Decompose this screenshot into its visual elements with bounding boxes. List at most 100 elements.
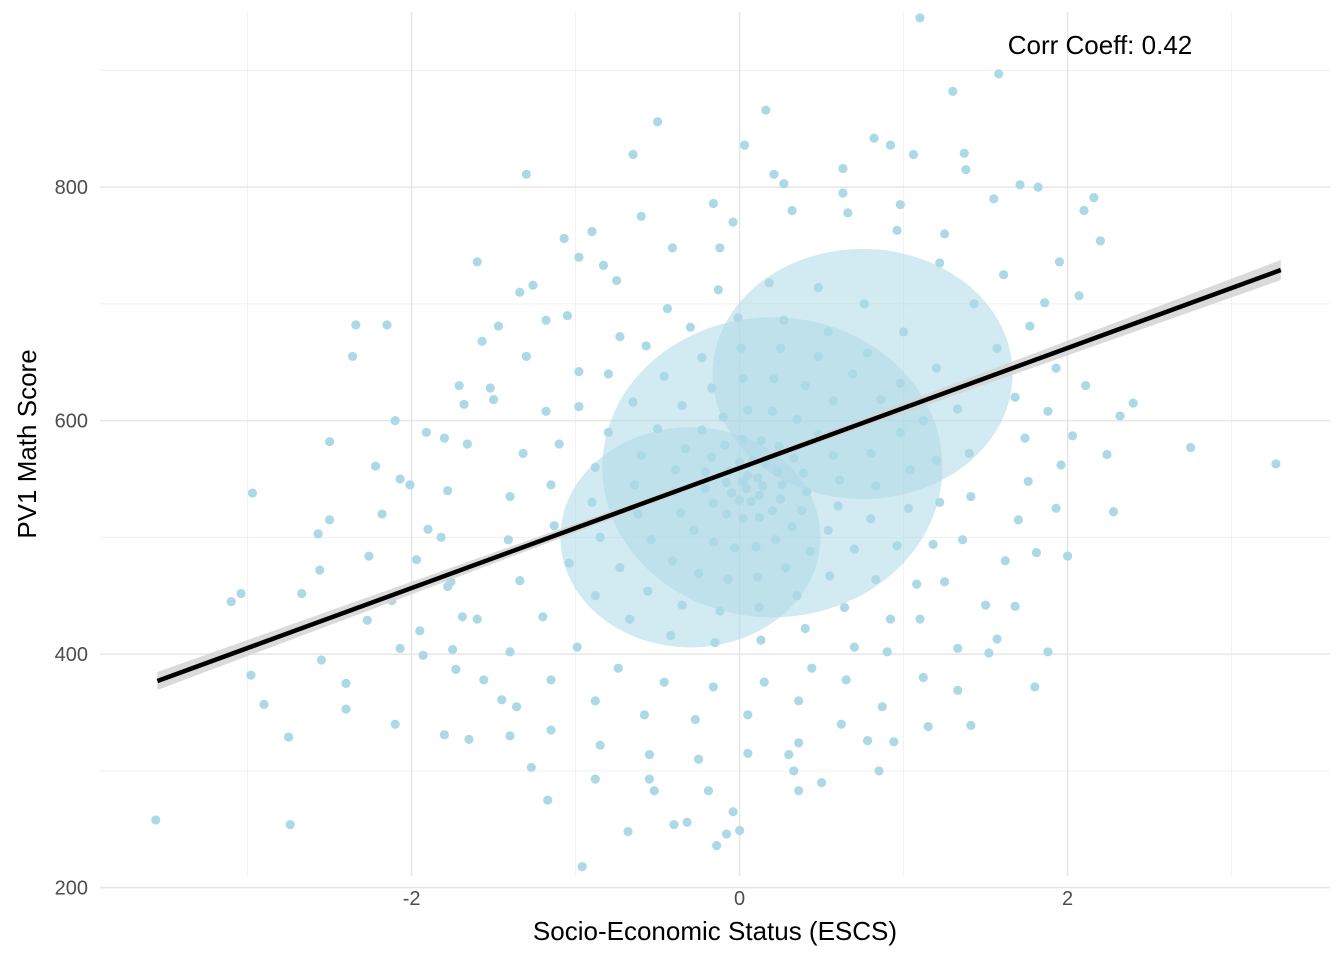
data-point xyxy=(364,551,374,561)
data-point xyxy=(682,817,692,827)
data-point xyxy=(981,600,991,610)
x-tick-label: 0 xyxy=(734,888,745,910)
data-point xyxy=(838,188,848,198)
data-point xyxy=(351,320,361,330)
data-point xyxy=(756,635,766,645)
data-point xyxy=(439,433,449,443)
y-tick-label: 600 xyxy=(55,411,88,433)
data-point xyxy=(515,576,525,586)
data-point xyxy=(448,644,458,655)
data-point xyxy=(1089,193,1099,203)
data-point xyxy=(794,738,804,748)
data-point xyxy=(641,341,651,351)
data-point xyxy=(541,406,551,416)
data-point xyxy=(892,225,902,235)
data-point xyxy=(623,827,633,837)
data-point xyxy=(779,179,789,189)
data-point xyxy=(874,766,884,776)
data-point xyxy=(1067,431,1078,441)
data-point xyxy=(1043,647,1053,657)
data-point xyxy=(800,623,810,634)
data-point xyxy=(999,270,1009,280)
data-point xyxy=(436,532,446,543)
data-point xyxy=(497,695,507,705)
data-point xyxy=(667,243,677,253)
data-point xyxy=(862,735,873,746)
data-point xyxy=(966,491,976,502)
data-point xyxy=(1095,236,1105,246)
data-point xyxy=(521,351,532,362)
data-point xyxy=(1023,476,1033,486)
y-axis-title: PV1 Math Score xyxy=(12,349,42,538)
data-point xyxy=(728,217,738,227)
data-point xyxy=(451,664,461,674)
data-point xyxy=(572,642,582,652)
data-point xyxy=(505,647,515,657)
data-point xyxy=(915,614,925,624)
data-point xyxy=(994,69,1004,79)
data-point xyxy=(989,194,999,204)
data-point xyxy=(518,448,528,458)
data-point xyxy=(992,634,1002,644)
data-point xyxy=(935,258,945,268)
data-point xyxy=(843,208,853,218)
data-point xyxy=(948,86,958,96)
data-point xyxy=(418,650,428,660)
data-point xyxy=(649,786,659,796)
data-point xyxy=(546,480,556,490)
data-point xyxy=(735,825,745,836)
point-density-core xyxy=(560,427,821,648)
data-point xyxy=(546,675,556,685)
data-point xyxy=(653,117,663,127)
corr-coeff-annotation: Corr Coeff: 0.42 xyxy=(1008,30,1193,60)
data-point xyxy=(595,740,605,750)
data-point xyxy=(895,200,905,210)
data-point xyxy=(662,303,673,314)
data-point xyxy=(1079,205,1089,216)
x-tick-label: 2 xyxy=(1062,888,1073,910)
data-point xyxy=(636,211,646,221)
data-point xyxy=(587,226,597,237)
data-point xyxy=(1128,398,1138,408)
data-point xyxy=(839,602,850,613)
data-point xyxy=(439,730,449,740)
data-point xyxy=(817,777,827,788)
data-point xyxy=(459,399,469,409)
data-point xyxy=(423,524,433,534)
data-point xyxy=(454,381,464,391)
data-point xyxy=(247,488,258,498)
data-point xyxy=(789,766,799,776)
data-point xyxy=(297,588,307,599)
data-point xyxy=(538,612,548,622)
data-point xyxy=(395,474,405,484)
data-point xyxy=(1020,433,1030,443)
data-point xyxy=(521,169,532,179)
data-point xyxy=(1081,381,1091,391)
data-point xyxy=(984,648,994,658)
data-point xyxy=(794,696,804,706)
data-point xyxy=(966,720,976,730)
data-point xyxy=(849,642,860,652)
data-point xyxy=(958,535,968,545)
data-point xyxy=(615,331,625,342)
data-point xyxy=(644,774,655,784)
data-point xyxy=(836,719,846,729)
data-point xyxy=(1000,556,1010,566)
data-point xyxy=(1063,551,1073,561)
y-tick-label: 400 xyxy=(55,644,88,666)
data-point xyxy=(1030,682,1040,692)
data-point xyxy=(574,402,584,412)
data-point xyxy=(313,529,323,539)
data-point xyxy=(541,315,551,325)
data-point xyxy=(574,367,584,377)
data-point xyxy=(598,260,609,270)
data-point xyxy=(613,663,623,673)
y-tick-label: 200 xyxy=(55,878,88,900)
data-point xyxy=(1186,442,1196,453)
data-point xyxy=(390,719,400,729)
data-point xyxy=(405,480,415,490)
data-point xyxy=(940,577,950,587)
data-point xyxy=(1033,182,1043,192)
data-point xyxy=(562,310,573,321)
data-point xyxy=(1056,460,1066,470)
